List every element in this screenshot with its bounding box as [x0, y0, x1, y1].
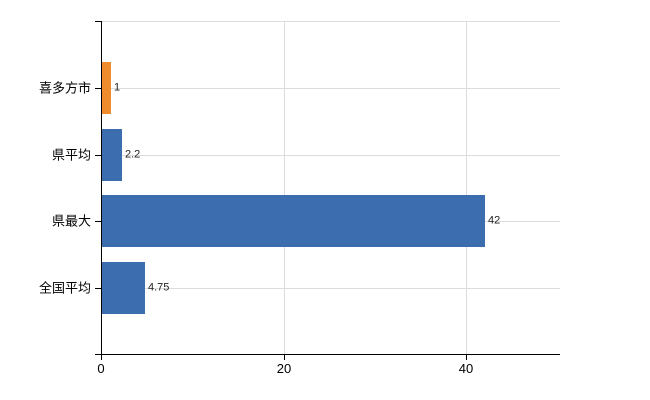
x-tick-label: 20	[276, 361, 292, 376]
y-tick	[95, 155, 101, 156]
x-tick-label: 0	[97, 361, 105, 376]
plot-top-gridline	[101, 21, 560, 22]
bar-value-label: 2.2	[125, 148, 141, 160]
category-label: 県最大	[51, 213, 91, 229]
y-tick	[95, 221, 101, 222]
category-label: 全国平均	[38, 280, 91, 295]
category-gridline	[101, 88, 560, 89]
y-tick	[95, 288, 101, 289]
bar-value-label: 1	[114, 81, 121, 94]
category-gridline	[101, 155, 560, 156]
axis-end-tick	[95, 21, 101, 22]
x-tick-label: 40	[458, 361, 474, 376]
x-gridline	[284, 21, 285, 354]
y-tick	[95, 88, 101, 89]
bar-value-label: 4.75	[148, 281, 170, 293]
x-axis-line	[95, 354, 560, 355]
x-tick	[284, 355, 285, 360]
bar	[102, 129, 122, 181]
x-gridline	[466, 21, 467, 354]
category-label: 県平均	[51, 147, 91, 162]
y-axis-line	[101, 21, 102, 360]
bar	[102, 62, 111, 114]
bar	[102, 262, 145, 314]
category-label: 喜多方市	[38, 80, 91, 96]
x-tick	[466, 355, 467, 360]
bar-value-label: 42	[488, 214, 501, 227]
bar	[102, 195, 485, 247]
category-gridline	[101, 288, 560, 289]
